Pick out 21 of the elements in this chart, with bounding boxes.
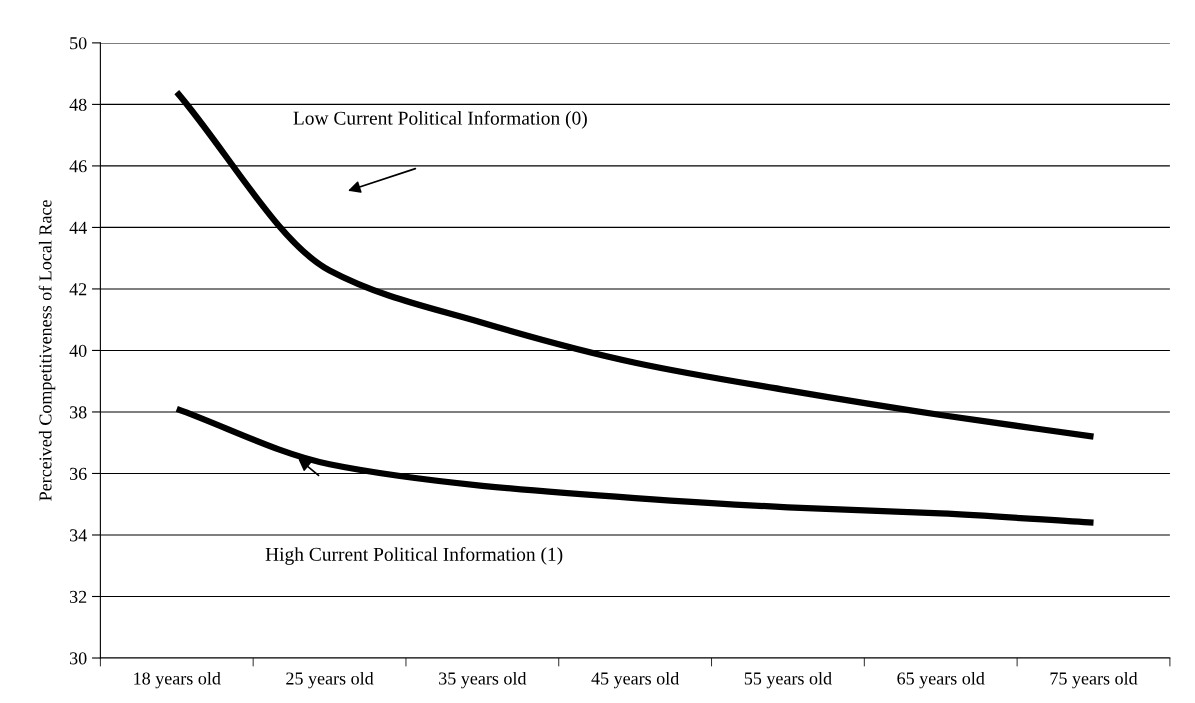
y-tick-label: 48: [69, 98, 87, 111]
annotation: Low Current Political Information (0): [293, 110, 587, 129]
x-tick-label: 45 years old: [591, 671, 680, 689]
y-tick-label: 50: [70, 37, 87, 50]
x-tick-label: 75 years old: [1050, 671, 1138, 689]
x-tick-label: 55 years old: [744, 671, 832, 689]
y-tick-label: 46: [69, 160, 87, 173]
y-tick-label: 42: [69, 283, 87, 296]
y-tick-label: 44: [69, 221, 87, 234]
x-tick-label: 25 years old: [286, 671, 374, 689]
y-tick-label: 30: [69, 652, 87, 665]
annotation: High Current Political Information (1): [265, 546, 563, 565]
y-tick-label: 40: [69, 344, 87, 357]
x-tick-label: 35 years old: [439, 671, 527, 689]
y-tick-label: 32: [69, 590, 87, 603]
y-tick-label: 38: [69, 406, 87, 419]
y-tick-label: 36: [69, 467, 87, 480]
x-tick-label: 65 years old: [897, 671, 985, 689]
y-axis-title: Perceived Competitiveness of Local Race: [38, 200, 56, 501]
x-tick-label: 18 years old: [134, 671, 221, 689]
y-tick-label: 34: [69, 529, 87, 542]
